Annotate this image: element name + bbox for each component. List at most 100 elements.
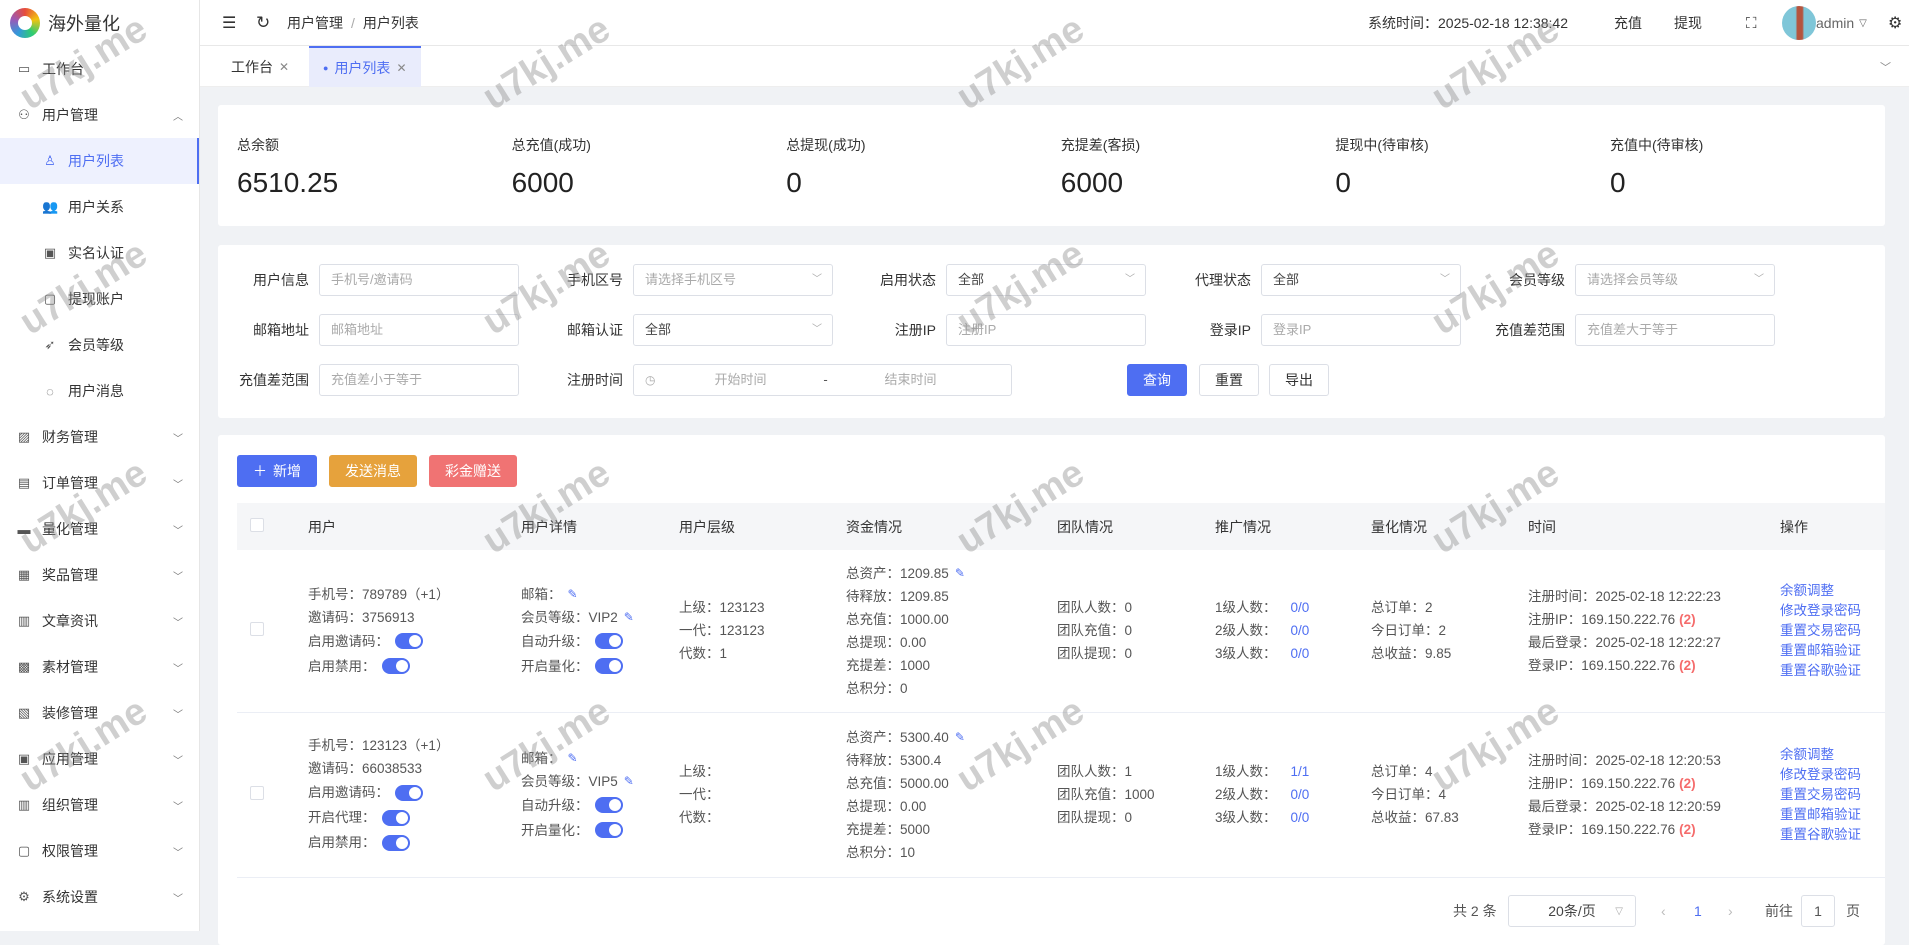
sidebar-item[interactable]: ▣ 应用管理 ﹀ bbox=[0, 736, 199, 782]
row-checkbox-cell[interactable] bbox=[237, 550, 295, 713]
email-verify-select[interactable]: 全部 ﹀ bbox=[633, 314, 833, 346]
sidebar-subitem[interactable]: ▣ 实名认证 bbox=[0, 230, 199, 276]
close-icon[interactable]: ✕ bbox=[396, 60, 407, 75]
toggle-switch[interactable] bbox=[395, 784, 423, 801]
diff-max-input[interactable]: 充值差小于等于 bbox=[319, 364, 519, 396]
sidebar-item[interactable]: ▨ 财务管理 ﹀ bbox=[0, 414, 199, 460]
member-level-select[interactable]: 请选择会员等级 ﹀ bbox=[1575, 264, 1775, 296]
edit-pencil-icon[interactable]: ✎ bbox=[623, 609, 634, 624]
refresh-icon[interactable]: ↻ bbox=[256, 13, 271, 32]
row-checkbox[interactable] bbox=[250, 786, 264, 800]
tab-user-list[interactable]: ● 用户列表 ✕ bbox=[309, 46, 421, 87]
email-label: 邮箱地址 bbox=[253, 322, 309, 338]
action-link[interactable]: 余额调整 bbox=[1780, 582, 1834, 598]
area-code-select[interactable]: 请选择手机区号 ﹀ bbox=[633, 264, 833, 296]
bonus-gift-button[interactable]: 彩金赠送 bbox=[429, 455, 517, 487]
sidebar-item[interactable]: ▬ 量化管理 ﹀ bbox=[0, 506, 199, 552]
diff-min-input[interactable]: 充值差大于等于 bbox=[1575, 314, 1775, 346]
toggle-switch[interactable] bbox=[594, 797, 623, 813]
sidebar-item[interactable]: ▥ 组织管理 ﹀ bbox=[0, 782, 199, 828]
withdraw-link[interactable]: 提现 bbox=[1674, 15, 1702, 31]
add-label: 新增 bbox=[273, 463, 301, 479]
page-size-select[interactable]: 20条/页 ▽ bbox=[1508, 895, 1636, 927]
sidebar-item[interactable]: ▭ 工作台 bbox=[0, 46, 199, 92]
sidebar-subitem[interactable]: ▢ 提现账户 bbox=[0, 276, 199, 322]
action-link[interactable]: 重置邮箱验证 bbox=[1780, 806, 1861, 822]
prev-page-icon[interactable]: ‹ bbox=[1661, 903, 1666, 919]
chevron-down-icon: ﹀ bbox=[1125, 274, 1135, 285]
placeholder: 请选择手机区号 bbox=[645, 272, 737, 287]
action-link[interactable]: 修改登录密码 bbox=[1780, 766, 1861, 782]
add-button[interactable]: ＋ 新增 bbox=[237, 455, 317, 487]
action-link[interactable]: 重置邮箱验证 bbox=[1780, 642, 1861, 658]
count-link[interactable]: 0/0 bbox=[1290, 600, 1310, 616]
sidebar-subitem[interactable]: ◌ 用户消息 bbox=[0, 368, 199, 414]
action-link[interactable]: 修改登录密码 bbox=[1780, 602, 1861, 618]
action-link[interactable]: 重置交易密码 bbox=[1780, 622, 1861, 638]
send-message-button[interactable]: 发送消息 bbox=[329, 455, 417, 487]
goto-page-input[interactable]: 1 bbox=[1801, 895, 1835, 927]
action-link[interactable]: 余额调整 bbox=[1780, 746, 1834, 762]
fullscreen-icon[interactable]: ⛶ bbox=[1746, 14, 1757, 32]
export-button[interactable]: 导出 bbox=[1269, 364, 1329, 396]
edit-pencil-icon[interactable]: ✎ bbox=[623, 773, 634, 788]
count-link[interactable]: 0/0 bbox=[1290, 623, 1310, 639]
toggle-switch[interactable] bbox=[395, 633, 423, 650]
sidebar-item[interactable]: ⚇ 用户管理 ︿ bbox=[0, 92, 199, 138]
agent-status-select[interactable]: 全部 ﹀ bbox=[1261, 264, 1461, 296]
edit-pencil-icon[interactable]: ✎ bbox=[567, 750, 578, 765]
count-link[interactable]: 1/1 bbox=[1290, 764, 1310, 779]
login-ip-input[interactable]: 登录IP bbox=[1261, 314, 1461, 346]
action-link[interactable]: 重置谷歌验证 bbox=[1780, 826, 1861, 842]
toggle-switch[interactable] bbox=[381, 658, 410, 675]
field-value: 5300.40 bbox=[900, 729, 949, 745]
menu-collapse-icon[interactable]: ☰ bbox=[222, 15, 237, 32]
sidebar-subitem[interactable]: ➶ 会员等级 bbox=[0, 322, 199, 368]
count-link[interactable]: 0/0 bbox=[1290, 810, 1310, 825]
action-link[interactable]: 重置交易密码 bbox=[1780, 786, 1861, 802]
reset-button[interactable]: 重置 bbox=[1199, 364, 1259, 396]
recharge-link[interactable]: 充值 bbox=[1614, 15, 1642, 31]
tab-workbench[interactable]: 工作台 ✕ bbox=[217, 46, 303, 87]
toggle-switch[interactable] bbox=[381, 809, 410, 826]
sidebar-item[interactable]: ▩ 素材管理 ﹀ bbox=[0, 644, 199, 690]
register-ip-input[interactable]: 注册IP bbox=[946, 314, 1146, 346]
row-checkbox-cell[interactable] bbox=[237, 712, 295, 878]
user-menu[interactable]: admin ▽ bbox=[1816, 0, 1867, 46]
sidebar-item[interactable]: ▧ 装修管理 ﹀ bbox=[0, 690, 199, 736]
email-input[interactable]: 邮箱地址 bbox=[319, 314, 519, 346]
toggle-switch[interactable] bbox=[594, 633, 623, 650]
active-dot-icon: ● bbox=[323, 62, 329, 73]
logo[interactable]: 海外量化 bbox=[0, 0, 199, 46]
sidebar-item[interactable]: ▢ 权限管理 ﹀ bbox=[0, 828, 199, 874]
toggle-switch[interactable] bbox=[594, 822, 623, 838]
sidebar-subitem[interactable]: 👥 用户关系 bbox=[0, 184, 199, 230]
action-link[interactable]: 重置谷歌验证 bbox=[1780, 662, 1861, 678]
sidebar-item[interactable]: ▥ 文章资讯 ﹀ bbox=[0, 598, 199, 644]
count-link[interactable]: 0/0 bbox=[1290, 646, 1310, 662]
sidebar-item[interactable]: ⚙ 系统设置 ﹀ bbox=[0, 874, 199, 920]
settings-icon[interactable]: ⚙ bbox=[1888, 15, 1903, 32]
edit-pencil-icon[interactable]: ✎ bbox=[954, 565, 965, 580]
sidebar-subitem[interactable]: ♙ 用户列表 bbox=[0, 138, 199, 184]
toggle-switch[interactable] bbox=[594, 658, 623, 675]
next-page-icon[interactable]: › bbox=[1728, 903, 1733, 919]
edit-pencil-icon[interactable]: ✎ bbox=[954, 729, 965, 744]
checkbox[interactable] bbox=[250, 518, 264, 532]
toggle-switch[interactable] bbox=[381, 834, 410, 851]
row-checkbox[interactable] bbox=[250, 622, 264, 637]
breadcrumb-item[interactable]: 用户管理 bbox=[287, 15, 343, 31]
sidebar-item[interactable]: ▤ 订单管理 ﹀ bbox=[0, 460, 199, 506]
tabs-more-chevron-icon[interactable]: ﹀ bbox=[1880, 61, 1891, 74]
enable-status-select[interactable]: 全部 ﹀ bbox=[946, 264, 1146, 296]
count-link[interactable]: 0/0 bbox=[1290, 787, 1310, 802]
user-info-input[interactable]: 手机号/邀请码 bbox=[319, 264, 519, 296]
sidebar-item[interactable]: ▦ 奖品管理 ﹀ bbox=[0, 552, 199, 598]
page-number-current[interactable]: 1 bbox=[1694, 903, 1702, 919]
select-all-checkbox[interactable] bbox=[237, 503, 295, 550]
avatar[interactable] bbox=[1782, 0, 1816, 46]
register-time-range[interactable]: ◷ 开始时间 - 结束时间 bbox=[633, 364, 1012, 396]
close-icon[interactable]: ✕ bbox=[279, 59, 290, 74]
edit-pencil-icon[interactable]: ✎ bbox=[567, 586, 578, 601]
query-button[interactable]: 查询 bbox=[1127, 364, 1187, 396]
